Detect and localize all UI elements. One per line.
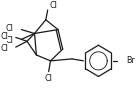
Text: Cl: Cl (0, 32, 8, 41)
Text: Cl: Cl (6, 24, 14, 33)
Text: Br: Br (127, 56, 135, 65)
Text: Cl: Cl (45, 74, 53, 83)
Text: Cl: Cl (6, 36, 14, 45)
Text: Cl: Cl (50, 1, 57, 10)
Text: Cl: Cl (0, 44, 8, 53)
